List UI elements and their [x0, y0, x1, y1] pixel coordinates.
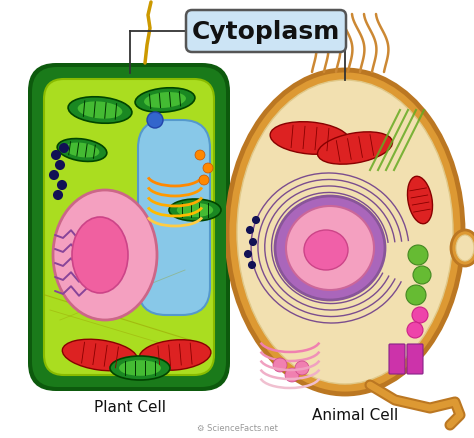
Ellipse shape	[247, 227, 253, 233]
Ellipse shape	[227, 70, 463, 394]
Ellipse shape	[456, 235, 474, 261]
Ellipse shape	[177, 203, 213, 217]
Ellipse shape	[52, 151, 60, 159]
Ellipse shape	[451, 230, 474, 266]
Text: Plant Cell: Plant Cell	[94, 400, 166, 416]
FancyBboxPatch shape	[186, 10, 346, 52]
FancyBboxPatch shape	[407, 344, 423, 374]
Ellipse shape	[412, 307, 428, 323]
Ellipse shape	[237, 80, 453, 384]
Ellipse shape	[195, 150, 205, 160]
Ellipse shape	[60, 144, 68, 152]
Ellipse shape	[58, 181, 66, 189]
Ellipse shape	[144, 92, 186, 108]
Ellipse shape	[135, 88, 195, 112]
Ellipse shape	[275, 196, 385, 300]
Ellipse shape	[253, 217, 259, 223]
Ellipse shape	[406, 285, 426, 305]
FancyBboxPatch shape	[28, 63, 230, 391]
Ellipse shape	[54, 191, 62, 199]
Ellipse shape	[53, 190, 157, 320]
Ellipse shape	[413, 266, 431, 284]
Ellipse shape	[119, 360, 161, 376]
Ellipse shape	[407, 322, 423, 338]
Ellipse shape	[249, 262, 255, 268]
Ellipse shape	[304, 230, 348, 270]
Ellipse shape	[147, 112, 163, 128]
Text: Animal Cell: Animal Cell	[312, 407, 398, 423]
Ellipse shape	[78, 101, 122, 119]
Ellipse shape	[273, 358, 287, 372]
FancyBboxPatch shape	[32, 67, 226, 387]
Ellipse shape	[286, 206, 374, 290]
Ellipse shape	[270, 122, 350, 154]
Ellipse shape	[62, 339, 137, 371]
Ellipse shape	[72, 217, 128, 293]
FancyBboxPatch shape	[138, 120, 210, 315]
Ellipse shape	[169, 199, 221, 221]
Ellipse shape	[110, 356, 170, 380]
Ellipse shape	[203, 163, 213, 173]
Text: Cytoplasm: Cytoplasm	[192, 20, 340, 44]
Ellipse shape	[139, 340, 211, 370]
Ellipse shape	[408, 176, 433, 224]
Text: ⚙ ScienceFacts.net: ⚙ ScienceFacts.net	[197, 424, 277, 432]
FancyBboxPatch shape	[389, 344, 405, 374]
Ellipse shape	[64, 142, 100, 158]
Ellipse shape	[199, 175, 209, 185]
Ellipse shape	[56, 161, 64, 169]
Ellipse shape	[57, 138, 107, 162]
Ellipse shape	[318, 132, 392, 164]
Ellipse shape	[295, 361, 309, 375]
FancyBboxPatch shape	[44, 79, 214, 375]
Ellipse shape	[408, 245, 428, 265]
Ellipse shape	[250, 239, 256, 245]
Ellipse shape	[245, 251, 251, 257]
Ellipse shape	[285, 368, 299, 382]
Ellipse shape	[68, 97, 132, 123]
Ellipse shape	[50, 171, 58, 179]
